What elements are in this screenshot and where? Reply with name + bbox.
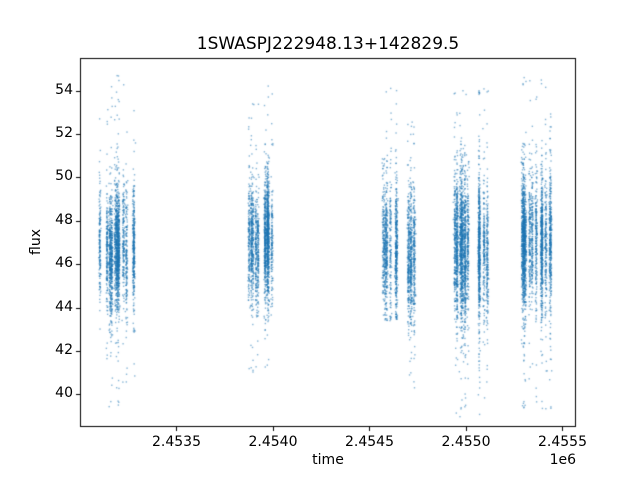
y-axis-label: flux [28,229,44,255]
y-tick-label: 48 [55,211,73,228]
y-tick-label: 42 [55,342,73,359]
chart-title: 1SWASPJ222948.13+142829.5 [196,34,460,54]
y-tick-label: 50 [55,168,73,185]
x-axis-label: time [312,452,344,468]
x-tick-label: 2.4535 [151,434,201,450]
x-tick-label: 2.4540 [248,434,298,450]
y-tick-label: 54 [55,81,73,98]
y-tick-label: 46 [55,255,73,272]
y-tick-label: 40 [55,385,73,402]
x-tick-label: 2.4545 [344,434,394,450]
y-tick-label: 52 [55,124,73,141]
x-axis-offset-text: 1e6 [549,452,576,468]
x-tick-label: 2.4550 [441,434,491,450]
y-tick-label: 44 [55,298,73,315]
x-tick-label: 2.4555 [537,434,587,450]
